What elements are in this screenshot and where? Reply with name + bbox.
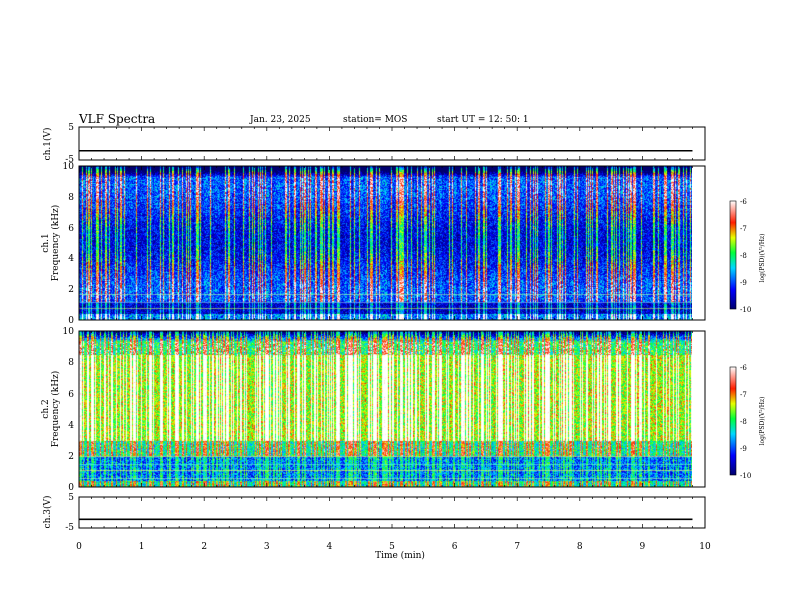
xtick-8: 8: [577, 542, 583, 552]
ch1-waveform-panel: 5 -5 ch.1(V): [42, 123, 706, 165]
ch1-ytick-10: 10: [63, 162, 75, 172]
ch2-colorbar-tick-neg10: -10: [740, 472, 751, 480]
ch1-spectrogram-image: [79, 166, 692, 320]
xtick-7: 7: [514, 542, 520, 552]
ch1-ytick-0: 0: [68, 316, 74, 326]
ch2-colorbar-label: log(PSD)(V²/Hz): [759, 397, 766, 446]
ch1-colorbar-tick-neg8: -8: [740, 252, 747, 260]
ch1-colorbar-tick-neg7: -7: [740, 225, 747, 233]
ch1-colorbar-gradient: [729, 200, 737, 310]
ch2-colorbar-tick-neg9: -9: [740, 445, 747, 453]
ch2-colorbar: -6 -7 -8 -9 -10 log(PSD)(V²/Hz): [729, 364, 766, 480]
ch1-spectrogram-panel: 0 2 4 6 8 10 ch.1 Frequency (kHz): [41, 162, 706, 326]
ch2-colorbar-tick-neg6: -6: [740, 364, 747, 372]
ch1-spectrogram-ticks: [78, 166, 706, 320]
xtick-10: 10: [699, 542, 711, 552]
ch2-spectrogram-image: [79, 331, 692, 487]
ch2-ytick-6: 6: [68, 390, 74, 400]
ch1-ytick-2: 2: [68, 285, 74, 295]
chart-title: VLF Spectra: [79, 112, 156, 126]
xtick-0: 0: [76, 542, 82, 552]
start-time-label: start UT = 12: 50: 1: [437, 115, 529, 125]
time-axis: 0 1 2 3 4 5 6 7 8 9 10 Time (min): [76, 542, 711, 561]
ch2-ytick-4: 4: [68, 421, 74, 431]
ch1-colorbar-label: log(PSD)(V²/Hz): [759, 234, 766, 283]
ch1-colorbar-tick-neg10: -10: [740, 306, 751, 314]
ch2-ytick-10: 10: [63, 327, 75, 337]
xtick-3: 3: [264, 542, 270, 552]
ch1-ytick-top: 5: [68, 123, 74, 133]
ch3-waveform-panel: 5 -5 ch.3(V): [42, 493, 706, 533]
ch1-waveform-ticks: [78, 127, 706, 160]
ch2-spectrogram-ticks: [78, 331, 706, 487]
xtick-6: 6: [452, 542, 458, 552]
ch1-ytick-8: 8: [68, 193, 74, 203]
xtick-9: 9: [640, 542, 646, 552]
xtick-5: 5: [389, 542, 395, 552]
ch3-ytick-top: 5: [68, 493, 74, 503]
date-label: Jan. 23, 2025: [250, 115, 311, 125]
ch3-waveform-ylabel: ch.3(V): [42, 496, 53, 529]
ch2-spectrogram-panel: 0 2 4 6 8 10 ch.2 Frequency (kHz): [41, 327, 706, 493]
ch2-spectrogram-ytick-labels: 0 2 4 6 8 10: [63, 327, 75, 493]
ch3-waveform-frame: [78, 496, 706, 529]
ch1-spectrogram-ylabel-frequency: Frequency (kHz): [50, 205, 61, 282]
ch1-ytick-6: 6: [68, 224, 74, 234]
ch2-colorbar-gradient: [729, 366, 737, 476]
ch1-colorbar: -6 -7 -8 -9 -10 log(PSD)(V²/Hz): [729, 198, 766, 314]
ch2-spectrogram-ylabel-frequency: Frequency (kHz): [50, 371, 61, 448]
ch2-colorbar-tick-neg7: -7: [740, 391, 747, 399]
ch3-waveform-ticks: [78, 497, 706, 528]
ch3-ytick-bottom: -5: [65, 523, 74, 533]
xtick-4: 4: [327, 542, 333, 552]
ch2-colorbar-tick-neg8: -8: [740, 418, 747, 426]
xtick-2: 2: [201, 542, 207, 552]
spectrogram-pixels: [79, 166, 692, 320]
ch2-spectrogram-ylabel-channel: ch.2: [41, 399, 51, 418]
ch1-waveform-ylabel: ch.1(V): [42, 128, 53, 161]
ch1-colorbar-tick-neg9: -9: [740, 279, 747, 287]
ch2-ytick-2: 2: [68, 452, 74, 462]
ch1-ytick-4: 4: [68, 254, 74, 264]
ch1-ytick-bottom: -5: [65, 155, 74, 165]
xtick-1: 1: [139, 542, 145, 552]
time-axis-label: Time (min): [375, 550, 425, 561]
ch1-spectrogram-ytick-labels: 0 2 4 6 8 10: [63, 162, 75, 326]
ch1-colorbar-tick-neg6: -6: [740, 198, 747, 206]
ch2-ytick-0: 0: [68, 483, 74, 493]
station-label: station= MOS: [343, 115, 408, 125]
ch2-ytick-8: 8: [68, 358, 74, 368]
ch1-waveform-frame: [78, 126, 706, 161]
spectrogram-pixels: [79, 331, 692, 487]
ch1-spectrogram-ylabel-channel: ch.1: [41, 233, 51, 252]
